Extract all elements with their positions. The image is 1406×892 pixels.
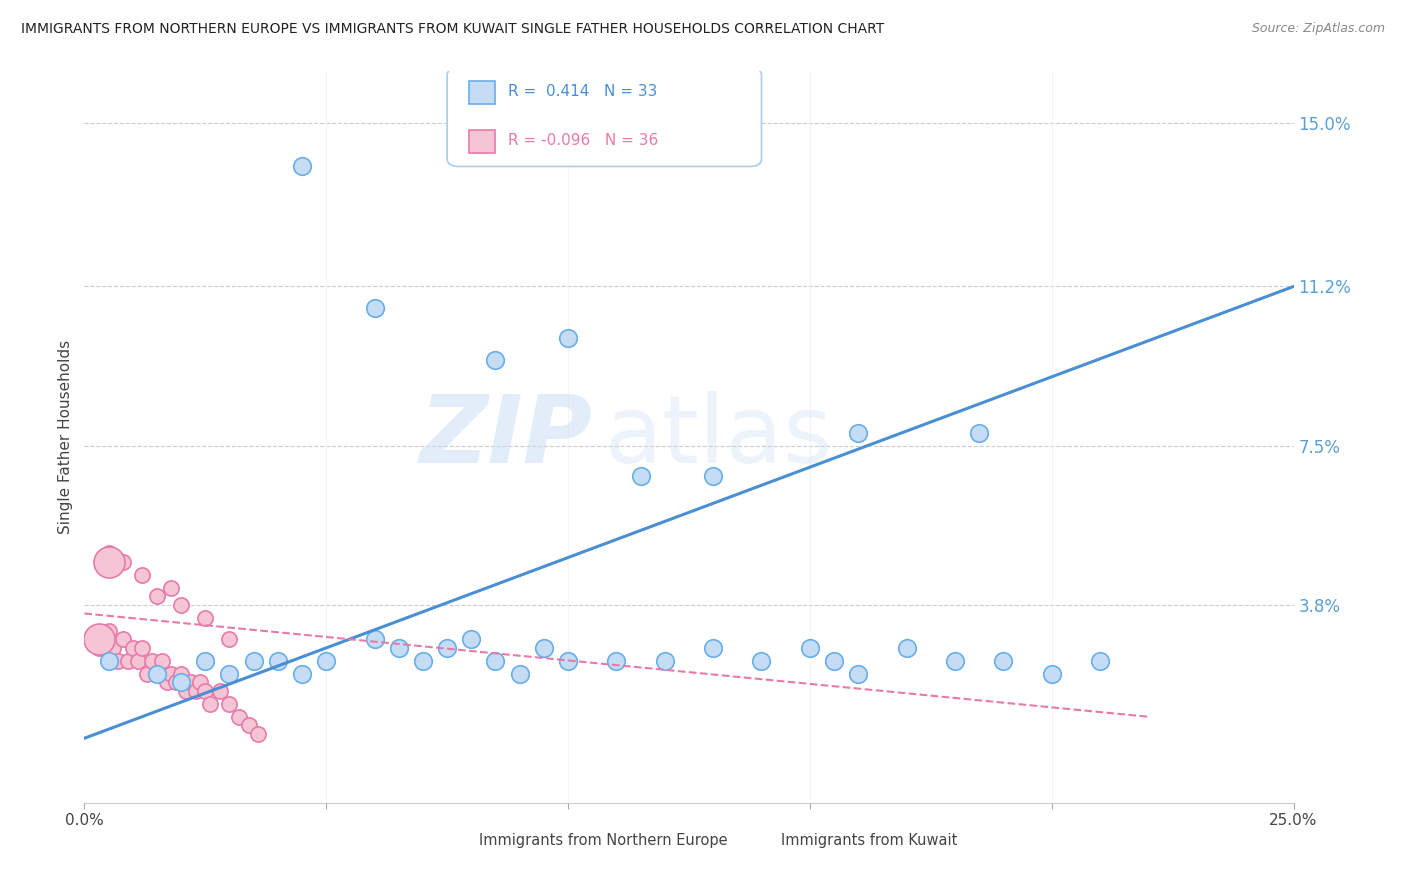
- Point: [484, 352, 506, 367]
- Point: [141, 654, 163, 668]
- Point: [170, 598, 193, 612]
- Point: [146, 666, 169, 681]
- Point: [97, 555, 120, 569]
- Point: [363, 301, 385, 315]
- Point: [146, 589, 169, 603]
- Point: [97, 546, 120, 560]
- Point: [247, 727, 270, 741]
- Point: [112, 555, 135, 569]
- Point: [194, 654, 217, 668]
- Point: [218, 632, 240, 647]
- Text: R = -0.096   N = 36: R = -0.096 N = 36: [508, 133, 658, 147]
- Point: [170, 675, 193, 690]
- Point: [194, 684, 217, 698]
- Text: IMMIGRANTS FROM NORTHERN EUROPE VS IMMIGRANTS FROM KUWAIT SINGLE FATHER HOUSEHOL: IMMIGRANTS FROM NORTHERN EUROPE VS IMMIG…: [21, 22, 884, 37]
- Point: [654, 654, 676, 668]
- Point: [87, 632, 110, 647]
- Point: [170, 666, 193, 681]
- Y-axis label: Single Father Households: Single Father Households: [58, 340, 73, 534]
- Point: [751, 654, 773, 668]
- Point: [165, 675, 187, 690]
- Text: atlas: atlas: [605, 391, 832, 483]
- Text: Immigrants from Kuwait: Immigrants from Kuwait: [780, 833, 957, 848]
- Point: [557, 654, 579, 668]
- Text: ZIP: ZIP: [419, 391, 592, 483]
- Point: [136, 666, 159, 681]
- Point: [174, 684, 197, 698]
- Point: [97, 654, 120, 668]
- Point: [131, 567, 153, 582]
- Point: [146, 666, 169, 681]
- Point: [103, 640, 125, 655]
- Point: [291, 666, 314, 681]
- FancyBboxPatch shape: [468, 130, 495, 153]
- FancyBboxPatch shape: [749, 830, 773, 853]
- Point: [388, 640, 411, 655]
- Point: [1088, 654, 1111, 668]
- Point: [702, 468, 724, 483]
- Point: [184, 684, 207, 698]
- Point: [150, 654, 173, 668]
- Point: [436, 640, 458, 655]
- Point: [242, 654, 264, 668]
- Text: R =  0.414   N = 33: R = 0.414 N = 33: [508, 84, 657, 99]
- FancyBboxPatch shape: [468, 81, 495, 104]
- Point: [630, 468, 652, 483]
- Point: [198, 697, 221, 711]
- Point: [315, 654, 337, 668]
- Point: [993, 654, 1015, 668]
- Point: [190, 675, 212, 690]
- Point: [1040, 666, 1063, 681]
- Point: [267, 654, 290, 668]
- Point: [533, 640, 555, 655]
- Point: [967, 425, 990, 440]
- Point: [238, 718, 260, 732]
- FancyBboxPatch shape: [447, 68, 762, 167]
- Point: [194, 611, 217, 625]
- Point: [131, 640, 153, 655]
- Point: [846, 425, 869, 440]
- Point: [97, 624, 120, 638]
- Point: [117, 654, 139, 668]
- Point: [702, 640, 724, 655]
- FancyBboxPatch shape: [447, 830, 471, 853]
- Point: [943, 654, 966, 668]
- Point: [155, 675, 177, 690]
- Point: [160, 666, 183, 681]
- Point: [896, 640, 918, 655]
- Point: [799, 640, 821, 655]
- Point: [460, 632, 482, 647]
- Point: [107, 654, 129, 668]
- Point: [291, 159, 314, 173]
- Point: [112, 632, 135, 647]
- Text: Immigrants from Northern Europe: Immigrants from Northern Europe: [478, 833, 727, 848]
- Point: [509, 666, 531, 681]
- Point: [605, 654, 627, 668]
- Point: [87, 640, 110, 655]
- Point: [823, 654, 845, 668]
- Point: [363, 632, 385, 647]
- Point: [412, 654, 434, 668]
- Point: [557, 331, 579, 345]
- Point: [218, 697, 240, 711]
- Point: [218, 666, 240, 681]
- Text: Source: ZipAtlas.com: Source: ZipAtlas.com: [1251, 22, 1385, 36]
- Point: [484, 654, 506, 668]
- Point: [180, 675, 202, 690]
- Point: [228, 710, 250, 724]
- Point: [121, 640, 143, 655]
- Point: [160, 581, 183, 595]
- Point: [208, 684, 231, 698]
- Point: [127, 654, 149, 668]
- Point: [846, 666, 869, 681]
